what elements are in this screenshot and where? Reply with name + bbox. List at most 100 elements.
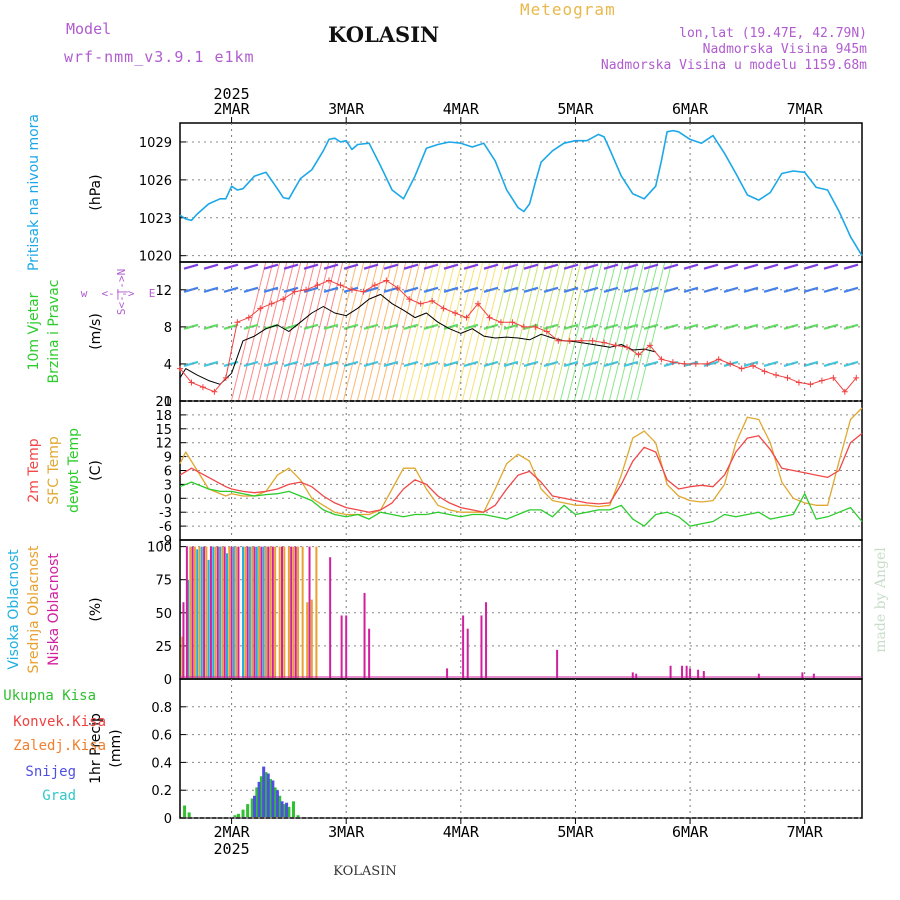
panel-ytick-label: -9 — [159, 534, 172, 549]
cloud-bar-high — [200, 546, 203, 678]
wind-direction-arrow — [643, 286, 659, 293]
wind-direction-arrow — [643, 360, 659, 367]
wind-direction-arrow — [803, 263, 819, 270]
precip-bar-total — [183, 805, 187, 817]
wind-direction-arrow — [523, 286, 539, 293]
precip-bar-snow — [285, 802, 289, 817]
wind-hatch-line — [616, 262, 652, 401]
cloud-bar-low — [290, 546, 293, 678]
cloud-bar-low — [669, 665, 672, 678]
bottom-day-label: 2MAR — [214, 823, 251, 841]
panel-ytick-label: 0.6 — [151, 729, 172, 744]
model-elevation-label: Nadmorska Visina u modelu 1159.68m — [600, 58, 867, 73]
wind-hatch-line — [441, 262, 477, 401]
precip-bar-snow — [253, 795, 257, 817]
panel-ylabel: 10m Vjetar — [26, 292, 42, 370]
panel-ytick-label: 0.2 — [151, 784, 172, 799]
gust-marker — [234, 319, 241, 326]
gust-marker — [532, 323, 539, 330]
wind-direction-arrow — [183, 360, 199, 367]
panel-ylabel: Srednja Oblacnost — [26, 545, 42, 673]
gust-marker — [417, 300, 424, 307]
wind-direction-arrow — [403, 323, 419, 330]
cloud-bar-mid — [287, 546, 290, 678]
gust-marker — [303, 286, 310, 293]
wind-direction-arrow — [783, 360, 799, 367]
gust-marker — [646, 342, 653, 349]
wind-direction-arrow — [823, 360, 839, 367]
cloud-bar-mid — [269, 546, 272, 678]
cloud-bar-low — [230, 546, 233, 678]
wind-direction-arrow — [683, 263, 699, 270]
wind-direction-arrow — [583, 263, 599, 270]
wind-direction-arrow — [283, 360, 299, 367]
wind-direction-arrow — [843, 360, 859, 367]
cloud-bar-low — [697, 669, 700, 678]
panel-ytick-label: 100 — [147, 541, 172, 556]
gust-marker — [177, 365, 183, 372]
cloud-bar-mid — [301, 546, 304, 678]
cloud-bar-low — [689, 668, 692, 678]
wind-direction-arrow — [223, 286, 239, 293]
wind-hatch-line — [280, 262, 316, 401]
wind-direction-arrow — [203, 263, 219, 270]
gust-marker — [658, 356, 665, 363]
panel-ytick-label: 1029 — [139, 136, 172, 151]
cloud-bar-mid — [258, 546, 261, 678]
bottom-day-label: 3MAR — [328, 823, 365, 841]
panel-ytick-label: 1026 — [139, 174, 172, 189]
wind-hatch-line — [602, 262, 638, 401]
wind-hatch-line — [455, 262, 491, 401]
wind-hatch-line — [231, 262, 267, 401]
cloud-bar-low — [294, 546, 297, 678]
wind-direction-arrow — [823, 263, 839, 270]
gust-marker — [795, 379, 802, 386]
precip-bar-total — [250, 798, 254, 817]
panel-ytick-label: -6 — [159, 520, 172, 535]
precip-bar-total — [291, 801, 295, 817]
precip-bar-snow — [262, 766, 266, 817]
cloud-bar-mid — [214, 546, 217, 678]
panel-ytick-label: 4 — [164, 358, 172, 373]
top-day-label: 5MAR — [557, 100, 594, 118]
gust-marker — [635, 351, 642, 358]
wind-direction-arrow — [743, 263, 759, 270]
panel-ytick-label: 0.4 — [151, 756, 172, 771]
series-line-sfc-temp — [179, 407, 863, 516]
gust-marker — [222, 374, 229, 381]
wind-hatch-line — [539, 262, 575, 401]
wind-direction-arrow — [783, 286, 799, 293]
wind-hatch-line — [469, 262, 505, 401]
cloud-bar-low — [253, 546, 256, 678]
wind-direction-arrow — [823, 286, 839, 293]
wind-hatch-line — [574, 262, 610, 401]
wind-direction-arrow — [383, 263, 399, 270]
cloud-bar-mid — [278, 546, 281, 678]
cloud-bar-low — [812, 673, 815, 678]
wind-hatch-line — [371, 262, 407, 401]
panel-unit-label: (%) — [88, 597, 104, 621]
panel-ytick-label: 0 — [164, 812, 172, 827]
panel-ylabel: SFC Temp — [46, 436, 62, 505]
cloud-bar-high — [225, 553, 228, 678]
cloud-bar-high — [248, 546, 251, 678]
wind-direction-arrow — [603, 360, 619, 367]
precip-bar-total — [273, 787, 277, 817]
panel-frame-pressure — [179, 122, 863, 263]
gust-marker — [199, 384, 206, 391]
wind-direction-arrow — [843, 323, 859, 330]
panel-ylabel: Visoka Oblacnost — [6, 549, 22, 670]
panel-ylabel: Brzina i Pravac — [46, 280, 62, 384]
cloud-bar-mid — [235, 546, 238, 678]
wind-direction-arrow — [663, 263, 679, 270]
wind-direction-arrow — [303, 263, 319, 270]
wind-direction-arrow — [403, 286, 419, 293]
panel-ytick-label: 21 — [155, 395, 172, 410]
panel-ytick-label: 0 — [164, 673, 172, 688]
gust-marker — [761, 368, 768, 375]
precip-bar-total — [236, 813, 240, 817]
bottom-day-label: 4MAR — [443, 823, 480, 841]
wind-direction-arrow — [643, 263, 659, 270]
wind-hatch-line — [385, 262, 421, 401]
wind-legend-e: E — [149, 287, 156, 300]
